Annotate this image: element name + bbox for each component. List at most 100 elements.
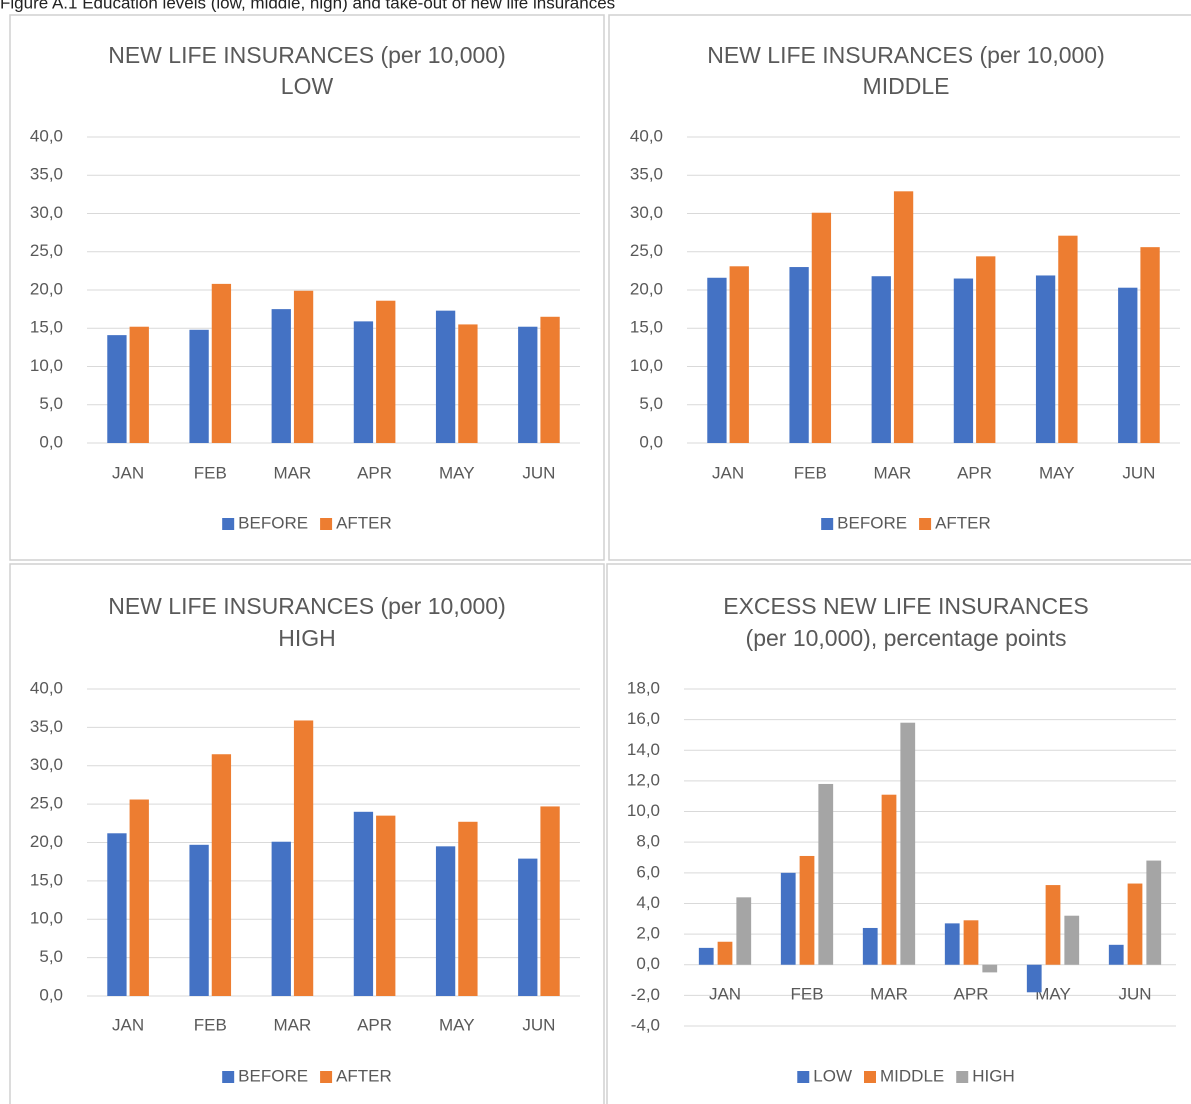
bar [729,266,749,443]
y-tick-label: 20,0 [630,279,663,298]
y-tick-label: 20,0 [30,279,63,298]
legend-swatch [864,1071,876,1083]
y-tick-label: 30,0 [630,203,663,222]
bar [129,326,149,443]
panel [606,563,1191,1104]
x-tick-label: JAN [112,463,144,482]
chart-title: HIGH [278,625,336,651]
bar [271,309,291,443]
legend-label: HIGH [972,1066,1015,1085]
bar [435,310,456,443]
bar [881,794,897,965]
chart-title: (per 10,000), percentage points [746,625,1067,651]
y-tick-label: 15,0 [30,318,63,337]
bar [953,278,974,443]
chart-title: LOW [281,73,334,99]
legend-swatch [919,518,932,530]
x-tick-label: MAR [274,463,312,482]
y-tick-label: 4,0 [636,893,660,912]
y-tick-label: 35,0 [30,717,63,736]
y-tick-label: 0,0 [639,432,663,451]
bar [211,754,232,996]
x-tick-label: MAY [1035,984,1071,1003]
legend-label: BEFORE [238,513,308,532]
chart-title: NEW LIFE INSURANCES (per 10,000) [108,593,506,619]
bar [376,815,396,996]
bar [1058,235,1078,443]
bar [1127,883,1143,965]
bar [862,927,878,965]
y-tick-label: 10,0 [630,356,663,375]
x-tick-label: JAN [709,984,741,1003]
legend-label: LOW [813,1066,852,1085]
x-tick-label: MAR [274,1015,312,1034]
y-tick-label: 0,0 [39,432,63,451]
y-tick-label: 0,0 [636,954,660,973]
legend-swatch [222,1071,235,1083]
x-tick-label: MAR [870,984,908,1003]
bar [1118,287,1138,443]
y-tick-label: 15,0 [30,870,63,889]
legend-label: AFTER [935,513,991,532]
bar [211,283,232,443]
bar [893,191,914,443]
bar [376,300,396,443]
x-tick-label: APR [954,984,989,1003]
y-tick-label: 35,0 [630,165,663,184]
bar [736,897,752,965]
bar [107,833,127,996]
bar [353,321,374,443]
y-tick-label: 40,0 [630,126,663,145]
legend-label: BEFORE [837,513,907,532]
x-tick-label: JUN [1118,984,1151,1003]
legend-swatch [320,1071,333,1083]
bar [107,335,127,443]
y-tick-label: 0,0 [39,985,63,1004]
y-tick-label: 15,0 [630,318,663,337]
figure-caption: Figure A.1 Education levels (low, middle… [0,0,615,12]
bar [1140,247,1160,443]
bar [518,858,538,996]
bar [789,267,809,443]
y-tick-label: 25,0 [30,241,63,260]
bar [818,783,834,965]
bar [540,806,560,996]
y-tick-label: 2,0 [636,924,660,943]
x-tick-label: MAY [439,1015,475,1034]
y-tick-label: 5,0 [639,394,663,413]
bar [353,811,374,996]
x-tick-label: JUN [1122,463,1155,482]
y-tick-label: 10,0 [627,801,660,820]
y-tick-label: 12,0 [627,770,660,789]
bar [458,821,478,996]
chart-title: NEW LIFE INSURANCES (per 10,000) [108,42,506,68]
legend-swatch [797,1071,810,1083]
legend-swatch [821,518,834,530]
bar [717,941,733,965]
x-tick-label: JUN [522,1015,555,1034]
bar [435,846,456,996]
y-tick-label: 25,0 [30,794,63,813]
bar [944,923,960,965]
bar [1035,275,1056,443]
bar [129,799,149,996]
y-tick-label: 5,0 [39,947,63,966]
y-tick-label: 14,0 [627,740,660,759]
y-tick-label: 40,0 [30,126,63,145]
x-tick-label: APR [357,1015,392,1034]
bar [518,326,538,443]
bar [189,329,209,443]
x-tick-label: APR [357,463,392,482]
x-tick-label: FEB [790,984,823,1003]
bar [458,324,478,443]
bar [780,872,796,965]
panel [9,14,605,561]
bar [707,277,727,443]
bar [1146,860,1162,965]
bar [1108,944,1124,965]
x-tick-label: FEB [194,463,227,482]
bar [271,841,291,996]
y-tick-label: -2,0 [631,985,660,1004]
y-tick-label: 6,0 [636,862,660,881]
